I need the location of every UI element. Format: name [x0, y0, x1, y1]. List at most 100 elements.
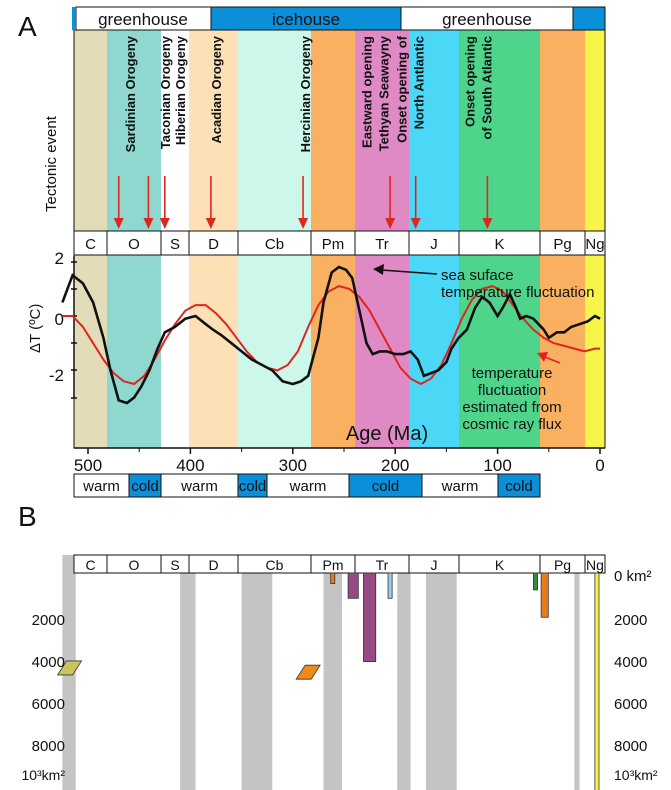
gray-band-6 — [574, 555, 580, 790]
annotation-arrowhead — [373, 264, 384, 275]
b-period-label-K: K — [495, 557, 505, 573]
x-tick-label-400: 400 — [176, 456, 204, 475]
area-bar-5 — [540, 572, 549, 618]
period-cell-C — [73, 230, 108, 256]
period-label-D: D — [208, 236, 219, 253]
climate-bottom-label-0: warm — [82, 478, 120, 495]
period-label-Tr: Tr — [375, 236, 389, 253]
area-markers — [56, 660, 321, 680]
y-tick-label-neg2: -2 — [49, 366, 64, 385]
area-bar-0 — [330, 572, 336, 584]
event-label-line: Acadian Orogeny — [209, 35, 224, 143]
climate-bottom-label-4: warm — [289, 478, 327, 495]
b-left-tick-6000: 6000 — [32, 696, 65, 713]
period-label-Pm: Pm — [322, 236, 345, 253]
b-period-label-Ng: Ng — [586, 557, 604, 573]
period-label-row-b: C O S D Cb Pm Tr J K Pg Ng — [73, 554, 606, 574]
period-label-C: C — [85, 236, 96, 253]
area-bar-4 — [533, 572, 538, 591]
event-1: Taconian Orogeny — [143, 35, 173, 229]
b-period-label-J: J — [431, 557, 438, 573]
climate-bottom-7 — [497, 473, 541, 498]
annotation-sea-surface-line-2: temperature fluctuation — [441, 284, 594, 301]
period-cell-Tr — [354, 230, 410, 256]
b-period-label-O: O — [129, 557, 140, 573]
b-right-tick-4000: 4000 — [614, 654, 647, 671]
b-right-unit: 10³km² — [614, 767, 658, 783]
b-left-tick-4000: 4000 — [32, 654, 65, 671]
climate-top-label-1: greenhouse — [98, 10, 188, 29]
tectonic-event-axis-label: Tectonic event — [43, 115, 60, 212]
event-label-line: Onset opening of — [395, 35, 410, 143]
annotation-cosmic-line-1: temperature — [472, 365, 553, 382]
gray-band-3 — [323, 555, 342, 790]
period-cell-D — [188, 230, 239, 256]
annotation-cosmic-line-3: estimated from — [462, 399, 561, 416]
area-bar-3 — [387, 572, 393, 599]
climate-bottom-label-3: cold — [239, 478, 267, 495]
series-sea-surface-temperature-line — [61, 265, 601, 405]
b-left-tick-2000: 2000 — [32, 612, 65, 629]
event-2: Hiberian Orogeny — [159, 35, 188, 229]
gray-band-1 — [180, 555, 196, 790]
annotation-cosmic-line-4: cosmic ray flux — [462, 416, 562, 433]
area-bars — [330, 572, 600, 790]
area-bar-6 — [594, 572, 600, 790]
period-label-K: K — [494, 236, 504, 253]
climate-bottom-label-5: cold — [372, 478, 400, 495]
period-cell-Ng — [584, 230, 606, 256]
x-tick-label-200: 200 — [381, 456, 409, 475]
b-right-tick-2000: 2000 — [614, 612, 647, 629]
b-period-label-D: D — [208, 557, 218, 573]
period-cell-S — [160, 230, 190, 256]
event-label-line: Taconian Orogeny — [158, 35, 173, 149]
event-3: Acadian Orogeny — [205, 35, 224, 229]
annotation-red-arrow-shaft — [544, 356, 561, 364]
area-bar-1 — [347, 572, 359, 599]
period-label-O: O — [128, 236, 140, 253]
event-arrowhead — [205, 218, 216, 229]
climate-state-bottom-bar: warm cold warm cold warm cold warm cold — [73, 473, 541, 498]
event-6: Onset opening of North Antlantic — [395, 35, 427, 229]
event-arrowhead — [410, 218, 421, 229]
area-marker-0 — [56, 660, 83, 676]
event-arrowhead — [143, 218, 154, 229]
b-period-label-Pg: Pg — [554, 557, 571, 573]
climate-state-top-bar: greenhouse icehouse greenhouse — [72, 6, 606, 31]
b-period-label-Cb: Cb — [266, 557, 284, 573]
b-period-label-C: C — [85, 557, 95, 573]
b-period-label-Pm: Pm — [323, 557, 344, 573]
event-label-line: Hiberian Orogeny — [173, 35, 188, 145]
y-axis-title: ΔT (ºC) — [27, 304, 44, 353]
annotation-cosmic-ray: temperature fluctuation estimated from c… — [462, 352, 562, 433]
x-tick-label-0: 0 — [595, 456, 604, 475]
annotation-sea-surface: sea suface temperature fluctuation — [373, 264, 594, 301]
climate-bottom-label-2: warm — [180, 478, 218, 495]
period-label-S: S — [170, 236, 180, 253]
event-5: Eastward opening Tethyan Seawayny — [360, 35, 396, 229]
event-label-line: Onset opening — [463, 36, 478, 127]
panel-b-label: B — [18, 501, 37, 532]
area-bar-2 — [363, 572, 377, 663]
y-tick-label-0: 0 — [55, 310, 64, 329]
b-right-tick-6000: 6000 — [614, 696, 647, 713]
x-tick-label-100: 100 — [483, 456, 511, 475]
climate-top-icehouse-2 — [572, 6, 606, 31]
panel-b-axes: 2000 4000 6000 8000 10³km² 0 km² 2000 40… — [21, 568, 657, 783]
gray-bands — [62, 555, 580, 790]
event-arrowhead — [385, 218, 396, 229]
event-label-line: of South Atlantic — [480, 36, 495, 140]
period-cell-K — [458, 230, 541, 256]
period-cell-Pm — [310, 230, 356, 256]
period-cell-Pg — [539, 230, 586, 256]
climate-top-label-3: greenhouse — [442, 10, 532, 29]
panel-a-label: A — [18, 11, 37, 42]
x-tick-label-300: 300 — [279, 456, 307, 475]
annotation-red-arrowhead — [537, 352, 548, 362]
b-period-label-S: S — [170, 557, 179, 573]
event-label-line: Tethyan Seawayny — [377, 35, 392, 151]
event-label-line: North Antlantic — [412, 36, 427, 129]
b-right-tick-0: 0 km² — [614, 568, 652, 585]
area-marker-1 — [295, 664, 321, 680]
temperature-plot: 2 0 -2 ΔT (ºC) — [27, 249, 601, 405]
